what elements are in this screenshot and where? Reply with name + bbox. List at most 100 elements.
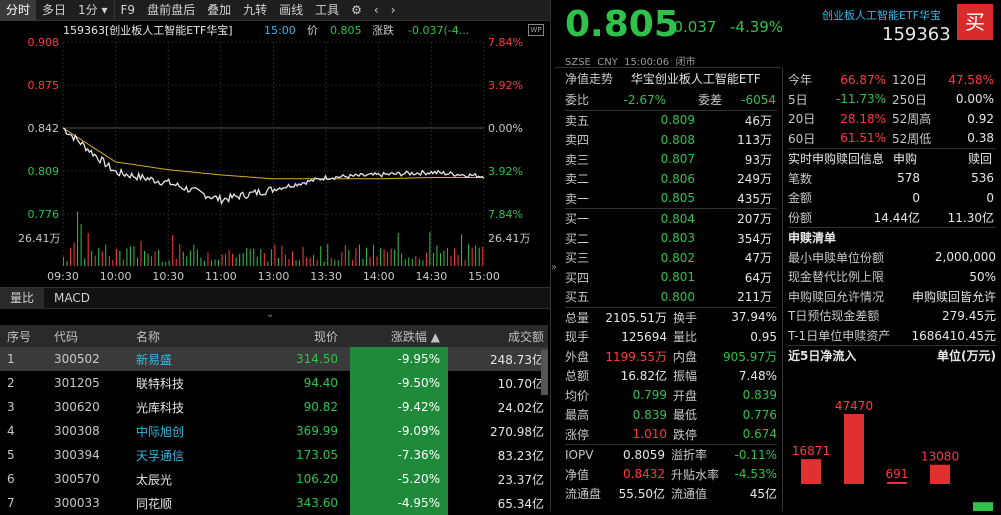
subs-red: 11.30亿	[947, 210, 994, 225]
order-book-row[interactable]: 买四 0.801 64万	[565, 268, 777, 288]
table-row[interactable]: 1 300502 新易盛 314.50 -9.95% 248.73亿	[0, 347, 548, 371]
tools-button[interactable]: 工具	[315, 2, 340, 17]
inflow-unit: 单位(万元)	[937, 349, 996, 364]
divider	[565, 109, 777, 111]
stat-value: 0.92	[967, 111, 994, 126]
table-row[interactable]: 2 301205 联特科技 94.40 -9.50% 10.70亿	[0, 371, 548, 395]
y-pct-label: 3.92%	[488, 165, 523, 178]
order-book-row[interactable]: 卖三 0.807 93万	[565, 150, 777, 170]
order-book-row[interactable]: 买三 0.802 47万	[565, 248, 777, 268]
stat-value: 0.776	[742, 407, 777, 422]
buy-button[interactable]: 买	[957, 4, 993, 40]
row-name: 光库科技	[136, 400, 185, 415]
volume-bar	[422, 260, 424, 266]
fund-code: 159363	[882, 24, 951, 45]
volume-bar	[376, 256, 378, 266]
stat-row: 最高 0.839 最低 0.776	[565, 405, 777, 425]
level-volume: 46万	[744, 113, 772, 128]
stat-label: 升贴水率	[671, 467, 720, 482]
volume-bar	[461, 234, 463, 266]
chevron-left-icon[interactable]: ‹	[373, 2, 379, 17]
col-change[interactable]: 涨跌幅 ▲	[350, 328, 448, 345]
order-book-row[interactable]: 买二 0.803 354万	[565, 229, 777, 249]
volume-bar	[105, 244, 107, 266]
order-book-row[interactable]: 买一 0.804 207万	[565, 209, 777, 229]
period-label: 1分	[78, 2, 98, 17]
stat-row: IOPV 0.8059 溢折率 -0.11%	[565, 445, 777, 465]
col-code[interactable]: 代码	[54, 329, 79, 344]
volume-bar	[232, 253, 234, 266]
draw-line-button[interactable]: 画线	[279, 2, 304, 17]
stat-label: 量比	[673, 330, 698, 345]
col-name[interactable]: 名称	[136, 329, 161, 344]
volume-bar	[327, 244, 329, 266]
table-row[interactable]: 5 300394 天孚通信 173.05 -7.36% 83.23亿	[0, 443, 548, 467]
stat-value: 2105.51万	[605, 310, 667, 325]
row-idx: 6	[7, 472, 15, 486]
row-idx: 3	[7, 400, 15, 414]
subs-title: 实时申购赎回信息	[788, 152, 885, 167]
col-idx[interactable]: 序号	[7, 329, 32, 344]
period-dropdown[interactable]: 1分 ▾	[72, 0, 114, 21]
list-value: 1686410.45元	[911, 328, 996, 343]
list-label: 申购赎回允许情况	[788, 289, 885, 304]
tab-macd[interactable]: MACD	[54, 290, 90, 305]
level-price: 0.802	[660, 250, 695, 265]
volume-bar	[355, 248, 357, 266]
order-book-row[interactable]: 卖一 0.805 435万	[565, 189, 777, 209]
premarket-button[interactable]: 盘前盘后	[147, 2, 196, 17]
row-amount: 65.34亿	[497, 496, 544, 511]
volume-bar	[203, 260, 205, 266]
list-label: 现金替代比例上限	[788, 270, 885, 285]
table-row[interactable]: 7 300033 同花顺 343.60 -4.95% 65.34亿	[0, 491, 548, 515]
order-book-row[interactable]: 卖四 0.808 113万	[565, 130, 777, 150]
level-label: 卖五	[565, 113, 590, 128]
gear-icon[interactable]: ⚙	[351, 2, 362, 17]
expand-right-icon[interactable]: »	[551, 262, 558, 273]
row-change: -4.95%	[350, 491, 448, 515]
col-amount[interactable]: 成交额	[507, 329, 544, 344]
row-name: 天孚通信	[136, 448, 185, 463]
chevron-right-icon[interactable]: ›	[390, 2, 396, 17]
tab-intraday[interactable]: 分时	[0, 0, 37, 21]
order-book-row[interactable]: 买五 0.800 211万	[565, 287, 777, 307]
volume-bar	[94, 255, 96, 266]
y-pct-label: 0.00%	[488, 122, 523, 135]
time-tick-label: 13:00	[258, 270, 290, 283]
overlay-button[interactable]: 叠加	[207, 2, 232, 17]
stat-label: 最低	[673, 408, 698, 423]
volume-bar	[401, 253, 403, 266]
table-row[interactable]: 6 300570 太辰光 106.20 -5.20% 23.37亿	[0, 467, 548, 491]
f9-button[interactable]: F9	[113, 0, 142, 21]
volume-bar	[337, 260, 339, 266]
wp-icon[interactable]: WP	[528, 24, 544, 36]
order-book-row[interactable]: 卖二 0.806 249万	[565, 169, 777, 189]
col-price[interactable]: 现价	[313, 329, 338, 344]
divider-v	[782, 68, 783, 511]
table-row[interactable]: 3 300620 光库科技 90.82 -9.42% 24.02亿	[0, 395, 548, 419]
y-pct-label: 7.84%	[488, 36, 523, 49]
nav-trend-row[interactable]: 净值走势 华宝创业板人工智能ETF	[565, 70, 761, 87]
stock-table: 序号 代码 名称 现价 涨跌幅 ▲ 成交额 1 300502 新易盛 314.50 -9…	[0, 325, 548, 515]
table-header: 序号 代码 名称 现价 涨跌幅 ▲ 成交额	[0, 325, 548, 347]
nine-turn-button[interactable]: 九转	[243, 2, 268, 17]
volume-bar	[362, 258, 364, 266]
volume-bar	[161, 261, 163, 266]
stat-value: 28.18%	[840, 111, 886, 126]
chart-code-name: 159363[创业板人工智能ETF华宝]	[63, 24, 233, 37]
order-book-row[interactable]: 卖五 0.809 46万	[565, 111, 777, 131]
table-scrollbar[interactable]	[541, 350, 548, 395]
stat-row: 流通盘 55.50亿 流通值 45亿	[565, 484, 777, 504]
weicha-label: 委差	[697, 93, 722, 108]
collapse-icon[interactable]: ⌄	[266, 309, 275, 320]
volume-bar	[175, 258, 177, 266]
stat-label: 最高	[565, 408, 590, 423]
table-row[interactable]: 4 300308 中际旭创 369.99 -9.09% 270.98亿	[0, 419, 548, 443]
volume-bar	[140, 240, 142, 266]
volume-bar	[186, 256, 188, 266]
row-name: 同花顺	[136, 496, 173, 511]
tab-volume-ratio[interactable]: 量比	[0, 287, 45, 309]
stat-value: 61.51%	[840, 131, 886, 146]
chart-price: 0.805	[330, 24, 362, 37]
tab-multiday[interactable]: 多日	[42, 2, 67, 17]
